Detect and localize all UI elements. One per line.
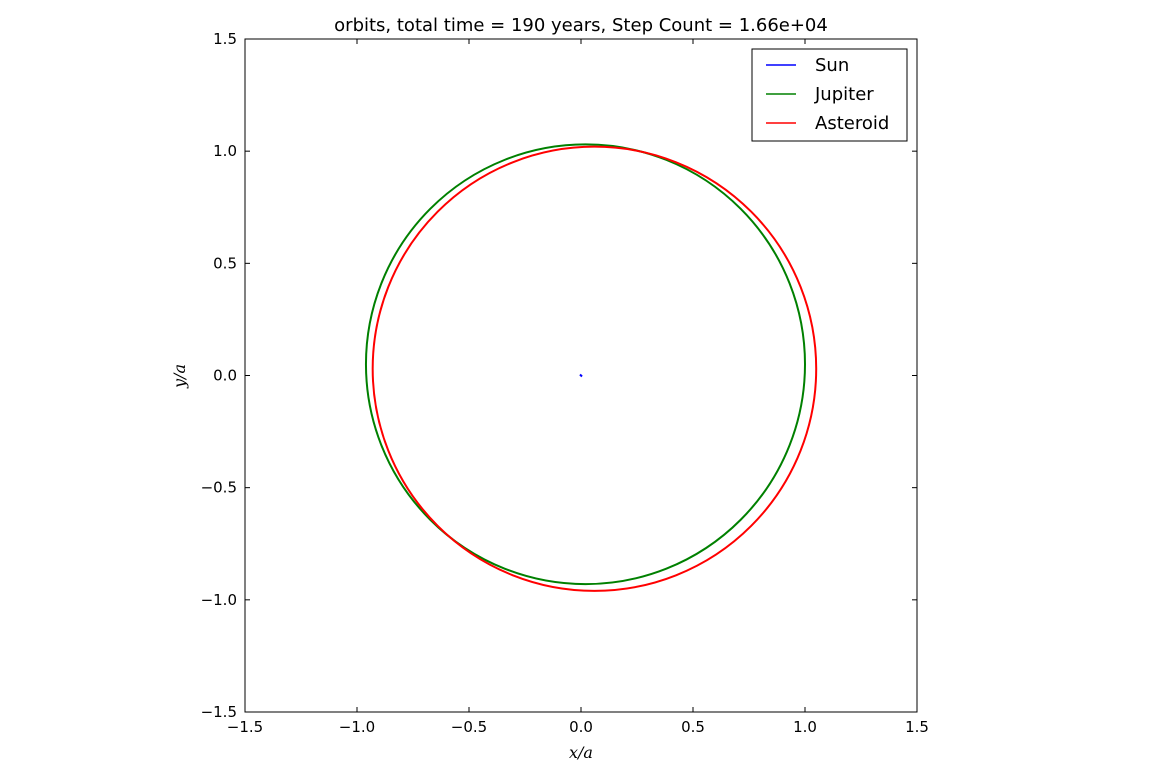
orbit-sun [579, 373, 583, 378]
orbit-series-group [364, 143, 818, 592]
legend-label-asteroid: Asteroid [815, 113, 889, 134]
chart-title: orbits, total time = 190 years, Step Cou… [334, 15, 828, 36]
orbit-jupiter [364, 143, 806, 586]
x-tick-label: 0.5 [681, 718, 705, 736]
x-tick-label: −0.5 [451, 718, 487, 736]
legend-label-jupiter: Jupiter [814, 84, 874, 105]
x-tick-label: −1.0 [339, 718, 375, 736]
x-tick-label: 1.0 [793, 718, 817, 736]
axis-ticks: −1.5 −1.0 −0.5 0.0 0.5 1.0 1.5 −1.5 −1.0 −0.5 0.0 0… [201, 30, 929, 736]
y-tick-label: 1.0 [213, 142, 237, 160]
x-tick-label: 1.5 [905, 718, 929, 736]
y-tick-label: −1.5 [201, 703, 237, 721]
y-tick-label: 0.0 [213, 367, 237, 385]
y-tick-label: 0.5 [213, 254, 237, 272]
legend: Sun Jupiter Asteroid [751, 48, 908, 142]
x-axis-label: x/a [569, 743, 593, 762]
x-tick-label: −1.5 [227, 718, 263, 736]
y-tick-label: −0.5 [201, 479, 237, 497]
y-axis-label: y/a [170, 364, 189, 389]
legend-label-sun: Sun [815, 55, 849, 76]
x-tick-label: 0.0 [569, 718, 593, 736]
y-tick-label: −1.0 [201, 591, 237, 609]
orbit-asteroid [371, 145, 818, 592]
y-tick-label: 1.5 [213, 30, 237, 48]
